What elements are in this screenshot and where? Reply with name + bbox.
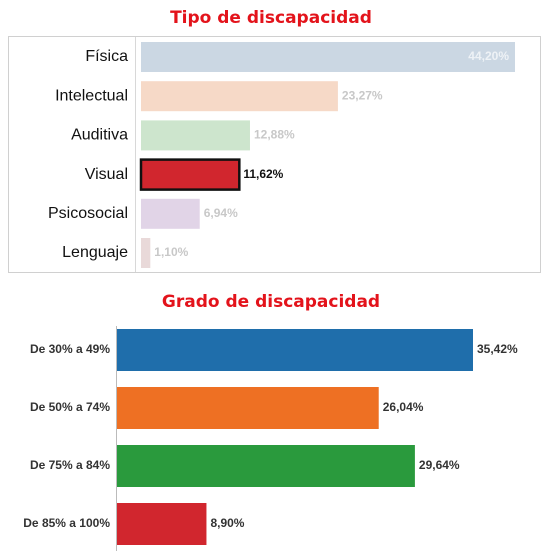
category-label: Lenguaje (62, 244, 128, 261)
category-label: De 75% a 84% (30, 458, 110, 472)
bar (117, 387, 379, 429)
bar (141, 238, 151, 268)
bar (141, 198, 200, 229)
bar (141, 42, 515, 72)
category-label: Física (85, 48, 128, 65)
bar (141, 81, 338, 112)
category-label: De 85% a 100% (23, 516, 110, 530)
category-label: Intelectual (55, 87, 128, 104)
bar (117, 329, 473, 371)
category-label: Auditiva (71, 127, 128, 144)
value-label: 26,04% (383, 400, 424, 414)
chart-title: Tipo de discapacidad (170, 8, 372, 28)
value-label: 8,90% (210, 516, 244, 530)
category-label: Visual (85, 166, 128, 183)
value-label: 29,64% (419, 458, 460, 472)
value-label: 44,20% (468, 49, 509, 63)
bar (141, 120, 250, 151)
value-label: 11,62% (243, 167, 283, 181)
value-label: 23,27% (342, 88, 383, 102)
bar (139, 158, 241, 191)
bar (117, 445, 415, 487)
category-label: De 30% a 49% (30, 342, 110, 356)
value-label: 35,42% (477, 342, 518, 356)
bar (117, 503, 207, 545)
value-label: 12,88% (254, 128, 295, 142)
chart-title: Grado de discapacidad (162, 292, 380, 312)
category-label: Psicosocial (48, 205, 128, 222)
category-label: De 50% a 74% (30, 400, 110, 414)
value-label: 6,94% (204, 206, 238, 220)
chart-frame (8, 36, 541, 273)
value-label: 1,10% (154, 245, 188, 259)
